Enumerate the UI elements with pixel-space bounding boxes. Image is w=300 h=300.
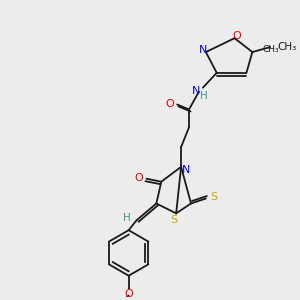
Text: H: H xyxy=(123,213,130,223)
Text: O: O xyxy=(124,289,133,298)
Text: O: O xyxy=(134,173,143,183)
Text: S: S xyxy=(210,191,217,202)
Text: N: N xyxy=(182,165,190,175)
Text: CH₃: CH₃ xyxy=(262,45,279,54)
Text: O: O xyxy=(166,98,175,109)
Text: O: O xyxy=(232,31,241,41)
Text: N: N xyxy=(192,85,200,96)
Text: N: N xyxy=(199,45,207,55)
Text: H: H xyxy=(200,91,208,100)
Text: CH₃: CH₃ xyxy=(277,42,296,52)
Text: S: S xyxy=(171,215,178,225)
